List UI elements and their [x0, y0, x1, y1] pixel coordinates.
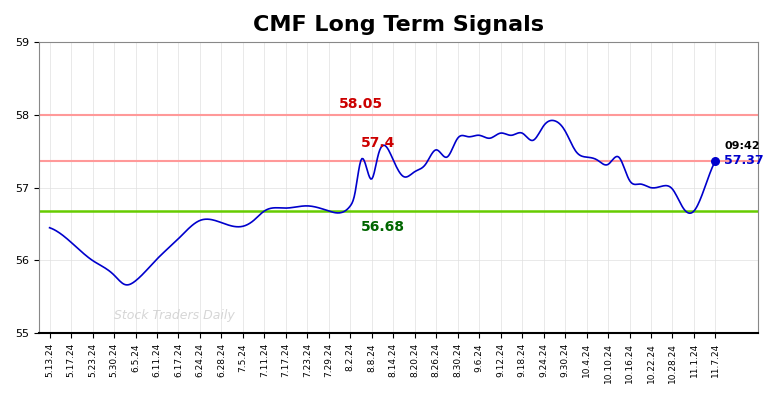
Text: Stock Traders Daily: Stock Traders Daily — [114, 309, 234, 322]
Text: 56.68: 56.68 — [361, 220, 405, 234]
Text: 09:42: 09:42 — [724, 141, 760, 151]
Title: CMF Long Term Signals: CMF Long Term Signals — [253, 15, 544, 35]
Text: 58.05: 58.05 — [339, 97, 383, 111]
Point — [710, 158, 722, 164]
Text: 57.37: 57.37 — [724, 154, 764, 167]
Text: 57.4: 57.4 — [361, 136, 395, 150]
